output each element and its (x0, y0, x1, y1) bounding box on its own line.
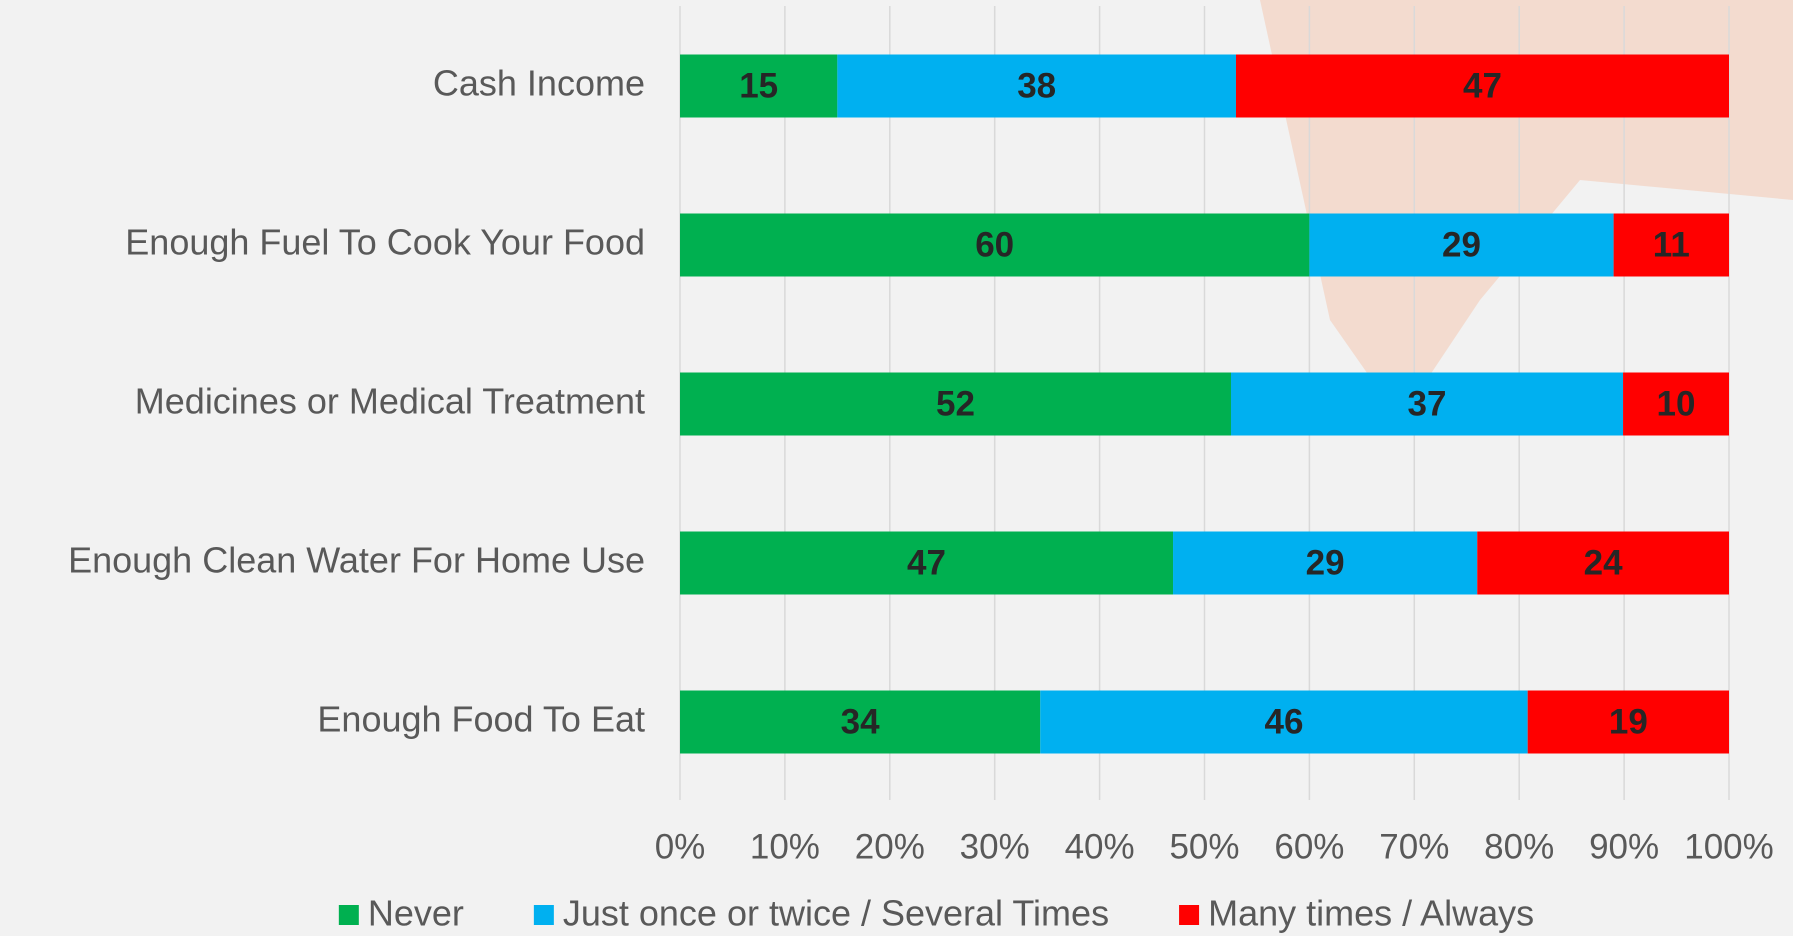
data-label: 37 (1408, 384, 1447, 423)
data-label: 10 (1657, 384, 1696, 423)
bar-segment (1477, 531, 1729, 595)
data-label: 46 (1265, 702, 1304, 741)
data-label: 47 (1463, 66, 1502, 105)
bar-segment (1309, 213, 1614, 277)
bar-segment (680, 213, 1310, 277)
x-tick-label: 80% (1484, 827, 1554, 866)
x-tick-label: 60% (1274, 827, 1344, 866)
legend-label: Many times / Always (1208, 893, 1534, 934)
data-label: 29 (1442, 225, 1481, 264)
x-tick-label: 40% (1065, 827, 1135, 866)
legend-marker (338, 905, 359, 925)
data-label: 29 (1306, 543, 1345, 582)
x-tick-label: 0% (655, 827, 706, 866)
bar-segment (680, 531, 1174, 595)
bar-segment (1235, 54, 1729, 118)
x-tick-label: 30% (960, 827, 1030, 866)
bar-segment (837, 54, 1236, 118)
bar-segment (1230, 372, 1624, 436)
legend-marker (1179, 905, 1200, 925)
data-label: 52 (936, 384, 975, 423)
y-tick-label: Enough Clean Water For Home Use (68, 540, 645, 581)
data-label: 34 (841, 702, 880, 741)
legend-label: Never (368, 893, 464, 934)
bar-segment (680, 372, 1231, 436)
grid: 0% 10% 20% 30% 40% 50% 60% 70% 80% 90% 100% (655, 6, 1774, 866)
y-tick-label: Enough Fuel To Cook Your Food (125, 222, 645, 263)
bar-segment (1527, 690, 1729, 754)
bar-segment (1613, 213, 1729, 277)
bars: Cash Income 15 38 47 Enough Fuel To Cook You… (68, 54, 1729, 754)
y-tick-label: Cash Income (433, 63, 645, 104)
data-label: 60 (975, 225, 1014, 264)
data-label: 11 (1653, 225, 1690, 264)
bar-segment (680, 54, 838, 118)
x-tick-label: 100% (1684, 827, 1774, 866)
x-tick-label: 50% (1169, 827, 1239, 866)
bar-segment (1040, 690, 1528, 754)
bar-segment (680, 690, 1041, 754)
x-tick-label: 70% (1379, 827, 1449, 866)
data-label: 19 (1609, 702, 1648, 741)
data-label: 38 (1017, 66, 1056, 105)
data-label: 15 (739, 66, 778, 105)
data-label: 24 (1584, 543, 1623, 582)
bar-segment (1623, 372, 1729, 436)
x-tick-label: 90% (1589, 827, 1659, 866)
y-tick-label: Enough Food To Eat (317, 699, 645, 740)
legend: Never Just once or twice / Several Times M… (338, 893, 1534, 934)
x-tick-label: 20% (855, 827, 925, 866)
x-tick-label: 10% (750, 827, 820, 866)
y-tick-label: Medicines or Medical Treatment (135, 381, 645, 422)
legend-marker (533, 905, 554, 925)
bar-segment (1173, 531, 1478, 595)
data-label: 47 (907, 543, 946, 582)
legend-label: Just once or twice / Several Times (563, 893, 1109, 934)
